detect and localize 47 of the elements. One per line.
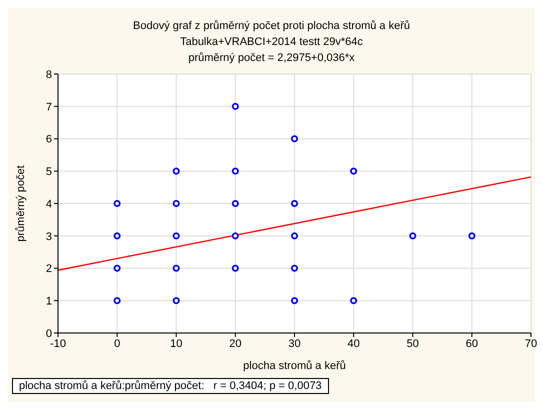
x-tick-label: 0 (114, 338, 120, 350)
point (232, 168, 239, 175)
point (172, 200, 180, 207)
point (172, 297, 180, 304)
point (232, 102, 239, 110)
text: průměrný počet = 2,2975+0,036*x (187, 51, 356, 66)
point (409, 232, 416, 240)
x-tick-label: -10 (50, 338, 66, 350)
point (350, 168, 358, 175)
x-tick-label: 40 (348, 338, 360, 350)
x-axis-title: plocha stromů a keřů (243, 360, 346, 372)
y-tick-label: 1 (46, 296, 52, 308)
point (172, 232, 180, 240)
point (232, 264, 239, 272)
y-tick-label: 0 (46, 328, 52, 340)
point (291, 297, 298, 304)
point (172, 264, 180, 272)
y-tick-label: 6 (46, 134, 52, 146)
y-tick-label: 7 (46, 101, 52, 114)
point (232, 200, 239, 207)
chart-subtitle: Tabulka+VRABCI+2014 testt 29v*64c (179, 35, 364, 50)
y-tick-label: 5 (46, 166, 52, 178)
point (291, 264, 298, 272)
x-tick-label: 50 (406, 338, 419, 350)
x-tick-label: 30 (288, 338, 301, 350)
y-tick-label: 3 (46, 230, 52, 243)
x-tick-label: 70 (524, 338, 538, 350)
x-tick-label: 20 (229, 338, 242, 350)
y-tick-label: 2 (46, 263, 52, 276)
chart-title: Bodový graf z průměrný počet proti plocha stromů a keřů (132, 19, 411, 34)
y-axis-title: průměrný počet (14, 165, 27, 242)
point (468, 232, 476, 240)
point (291, 135, 298, 142)
point (172, 168, 180, 175)
point (114, 200, 121, 207)
x-tick-label: 10 (170, 338, 182, 350)
x-tick-label: 60 (466, 338, 478, 350)
point (350, 297, 358, 304)
point (114, 232, 121, 240)
point (114, 297, 121, 304)
point (114, 264, 121, 272)
point (232, 232, 239, 240)
point (291, 200, 298, 207)
y-tick-label: 8 (46, 68, 52, 81)
text: plocha stromů a keřů:průměrný počet: r = 0,3404; p = 0,0073 (12, 378, 329, 394)
y-tick-label: 4 (46, 198, 52, 210)
point (291, 232, 298, 240)
